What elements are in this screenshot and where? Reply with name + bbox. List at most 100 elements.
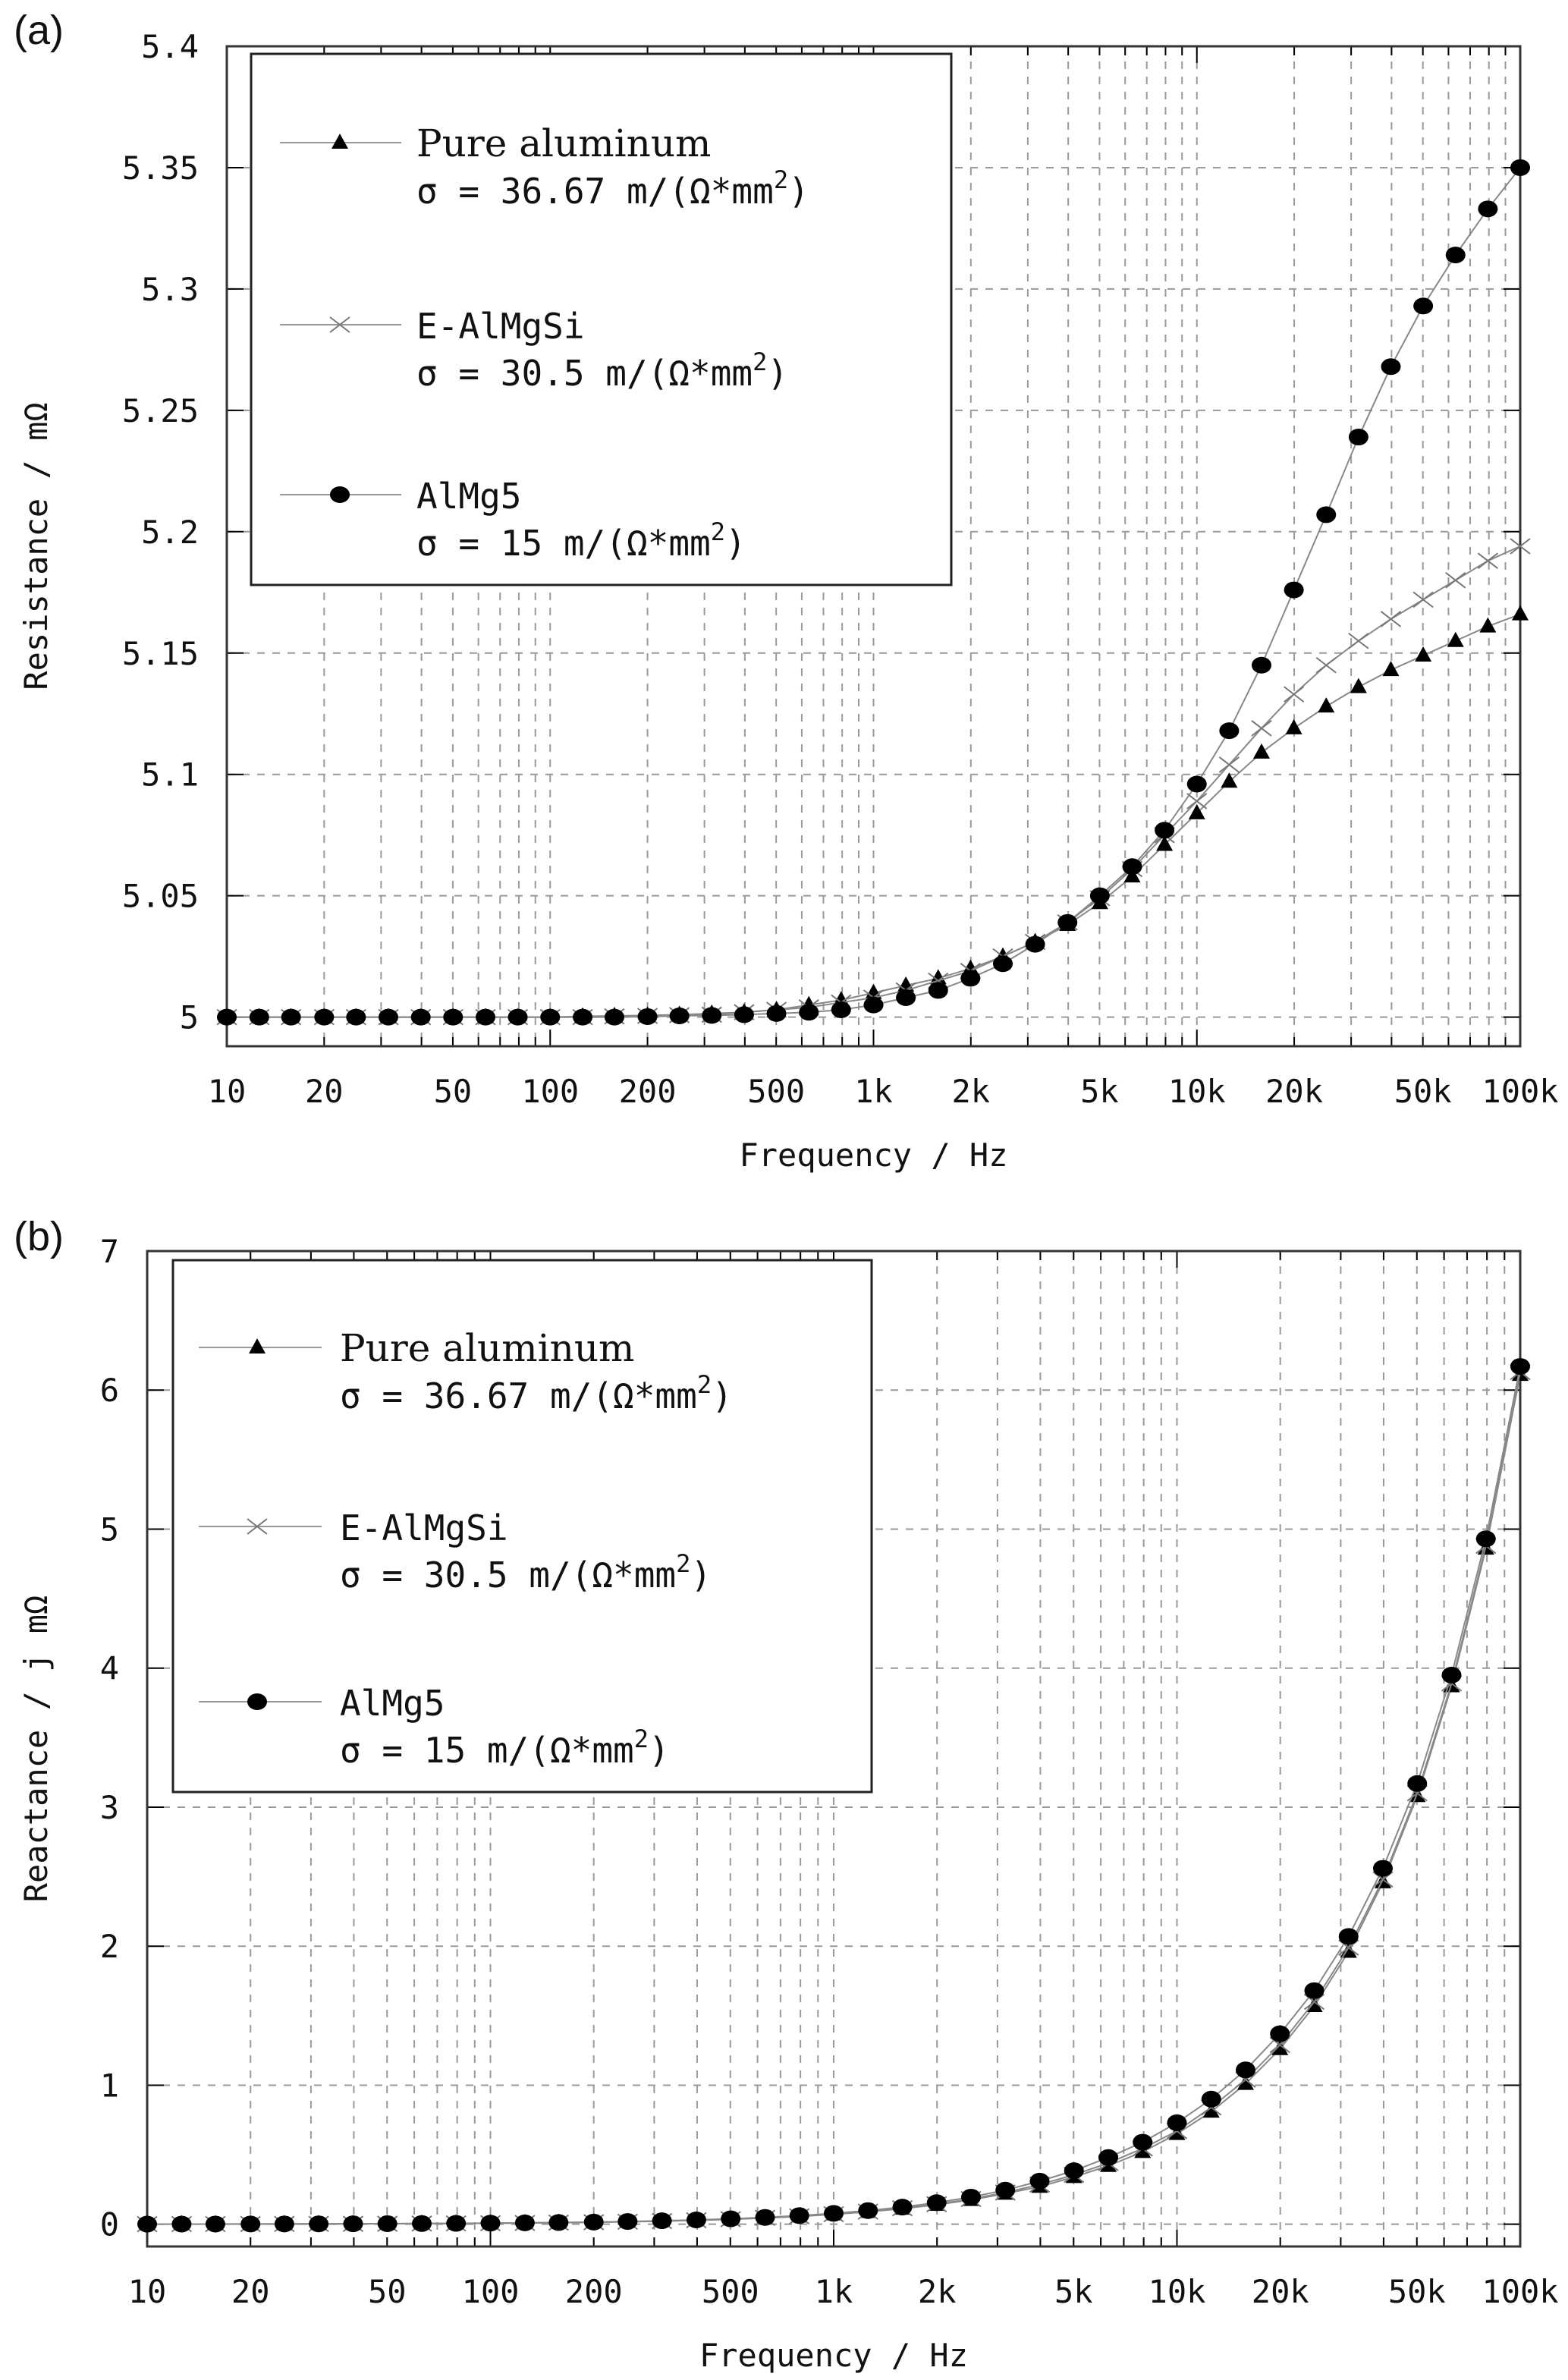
y-tick-label: 2 <box>100 1928 119 1965</box>
superscript: 2 <box>634 1724 649 1753</box>
x-tick-label: 5k <box>1054 2273 1093 2310</box>
legend-series-name: E-AlMgSi <box>416 306 585 347</box>
x-axis-title: Frequency / Hz <box>739 1137 1007 1174</box>
y-tick-label: 1 <box>100 2067 119 2104</box>
data-point <box>1167 2114 1187 2131</box>
data-point <box>314 1008 335 1026</box>
chart-panel-b: 0 1 2 3 4 5 6 7 10 20 50 100 200 500 1k 2k 5k 10k 20k 50k 10… <box>14 1214 1559 2374</box>
legend-series-name: Pure aluminum <box>340 1326 634 1370</box>
x-tick-label: 50k <box>1394 1073 1452 1110</box>
data-point <box>929 969 947 985</box>
y-tick-label: 5.05 <box>122 878 199 915</box>
data-point <box>1373 1860 1394 1877</box>
data-point <box>1348 632 1369 649</box>
y-tick-label: 5.2 <box>141 514 199 551</box>
data-point <box>249 1008 269 1026</box>
data-point <box>858 2202 878 2219</box>
x-tick-label: 1k <box>815 2273 853 2310</box>
x-tick-label: 20k <box>1252 2273 1309 2310</box>
conductivity-text: σ = 30.5 m/(Ω*mm <box>340 1555 676 1596</box>
data-point <box>1201 2090 1221 2108</box>
x-tick-label: 1k <box>854 1073 893 1110</box>
data-point <box>1186 793 1208 810</box>
x-tick-label: 20k <box>1265 1073 1323 1110</box>
series-almg5 <box>137 1358 1530 2233</box>
data-point <box>480 2215 501 2232</box>
closing-paren: ) <box>649 1730 670 1771</box>
data-point <box>1445 247 1466 264</box>
data-point <box>702 1007 722 1024</box>
conductivity-text: σ = 15 m/(Ω*mm <box>340 1730 634 1771</box>
data-point <box>476 1008 496 1026</box>
data-point <box>1284 686 1305 703</box>
data-point <box>799 1004 819 1021</box>
data-point <box>604 1008 624 1026</box>
data-point <box>171 2215 192 2233</box>
x-tick-label: 500 <box>747 1073 805 1110</box>
data-point <box>1089 887 1110 904</box>
data-point <box>281 1008 301 1026</box>
y-tick-label: 6 <box>100 1372 119 1409</box>
legend-series-name: Pure aluminum <box>416 121 711 165</box>
y-tick-label: 5.4 <box>141 28 199 65</box>
data-point <box>1415 646 1432 662</box>
data-point <box>1478 200 1498 218</box>
data-point <box>1252 656 1272 674</box>
closing-paren: ) <box>690 1555 712 1596</box>
y-tick-label: 7 <box>100 1233 119 1270</box>
superscript: 2 <box>774 165 788 194</box>
conductivity-text: σ = 15 m/(Ω*mm <box>416 523 711 564</box>
y-tick-label: 5 <box>180 999 199 1036</box>
y-tick-label: 5.3 <box>141 271 199 308</box>
data-point <box>137 2215 157 2233</box>
data-point <box>1251 720 1272 737</box>
superscript: 2 <box>753 347 767 376</box>
data-point <box>410 1008 431 1026</box>
x-tick-label: 5k <box>1080 1073 1119 1110</box>
legend-conductivity: σ = 36.67 m/(Ω*mm2) <box>340 1370 733 1416</box>
data-point <box>1348 429 1368 446</box>
x-tick-label: 10 <box>128 2273 167 2310</box>
data-point <box>1221 772 1238 788</box>
legend-circle-marker <box>330 486 350 503</box>
data-point <box>1510 1358 1530 1375</box>
data-point <box>863 996 884 1014</box>
x-tick-label: 100 <box>462 2273 520 2310</box>
data-point <box>1025 935 1045 953</box>
legend-cross-marker <box>329 316 350 333</box>
x-tick-label: 200 <box>565 2273 623 2310</box>
data-point <box>617 2213 638 2231</box>
y-tick-label: 5.1 <box>141 756 199 794</box>
superscript: 2 <box>711 517 725 546</box>
data-point <box>1510 538 1531 555</box>
x-tick-label: 10k <box>1149 2273 1206 2310</box>
legend-conductivity: σ = 36.67 m/(Ω*mm2) <box>416 165 809 212</box>
data-point <box>1133 2133 1153 2151</box>
data-point <box>540 1008 561 1026</box>
legend-conductivity: σ = 15 m/(Ω*mm2) <box>416 517 746 564</box>
x-tick-label: 500 <box>702 2273 759 2310</box>
legend-cross-marker <box>247 1518 268 1535</box>
y-tick-label: 5.35 <box>122 149 199 187</box>
closing-paren: ) <box>767 353 788 394</box>
legend-series-name: AlMg5 <box>340 1683 445 1724</box>
data-point <box>240 2215 261 2233</box>
legend-triangle-marker <box>249 1338 266 1353</box>
data-point <box>669 1008 690 1025</box>
x-tick-label: 100k <box>1482 2273 1558 2310</box>
data-point <box>652 2212 672 2230</box>
data-point <box>926 2194 947 2212</box>
data-point <box>892 2199 913 2216</box>
data-point <box>573 1008 593 1026</box>
data-point <box>766 1005 787 1022</box>
data-point <box>1412 591 1434 608</box>
closing-paren: ) <box>725 523 746 564</box>
data-point <box>1219 722 1240 740</box>
closing-paren: ) <box>788 171 809 212</box>
y-tick-label: 4 <box>100 1650 119 1687</box>
